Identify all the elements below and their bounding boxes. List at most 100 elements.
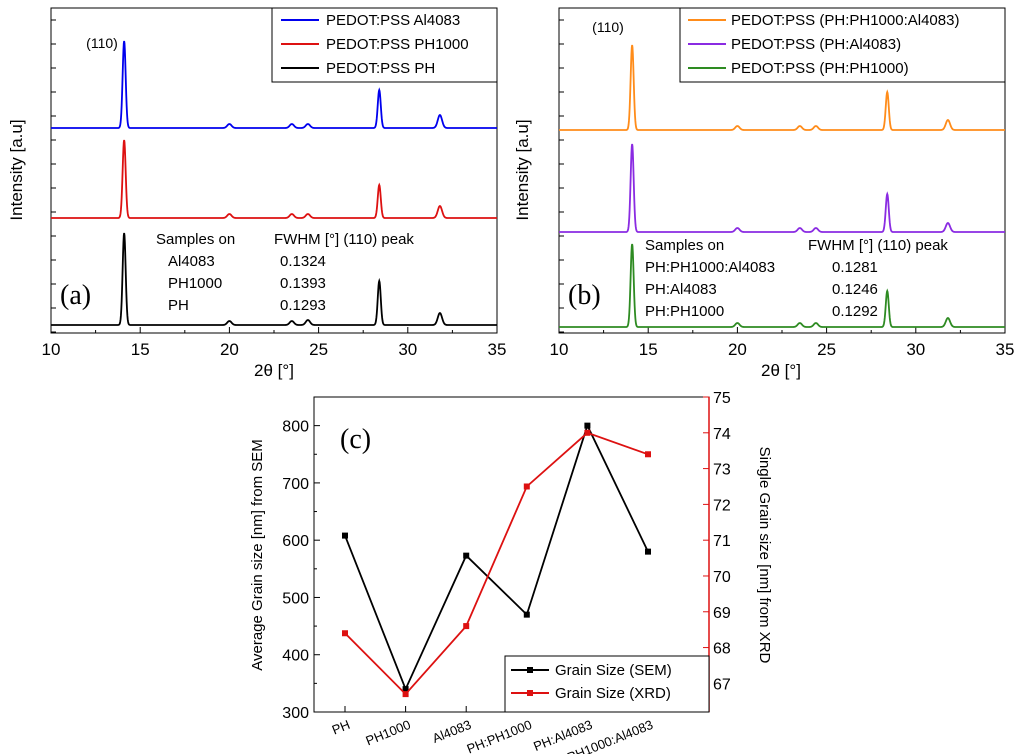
x-tick-label: PH:PH1000	[465, 717, 534, 754]
table-cell: 0.1246	[832, 281, 878, 298]
legend-entry: Grain Size (SEM)	[555, 662, 672, 679]
panel-a-y-axis-ticks	[51, 19, 56, 333]
panel-c-legend-box	[504, 655, 710, 713]
legend-entry: PEDOT:PSS (PH:PH1000)	[731, 60, 909, 77]
x-tick-label: 25	[817, 340, 836, 359]
data-point	[402, 686, 409, 693]
series-line	[559, 243, 1005, 328]
table-cell: 0.1293	[280, 297, 326, 314]
right-y-tick-label: 67	[713, 676, 731, 693]
table-cell: 0.1324	[280, 253, 326, 270]
table-cell: PH	[168, 297, 189, 314]
data-point	[584, 422, 591, 429]
x-tick-label: 20	[728, 340, 747, 359]
series-line	[344, 431, 649, 696]
table-header: Samples on	[156, 231, 235, 248]
panel-a-label: (a)	[60, 280, 91, 311]
legend-marker	[527, 667, 533, 673]
table-header: FWHM [°] (110) peak	[808, 237, 948, 254]
series-line	[51, 232, 497, 326]
table-cell: PH:Al4083	[645, 281, 717, 298]
series-line	[559, 143, 1005, 233]
left-y-tick-label: 700	[282, 476, 309, 493]
right-y-tick-label: 72	[713, 497, 731, 514]
x-tick-label: 35	[488, 340, 507, 359]
legend-entry: PEDOT:PSS PH	[326, 60, 435, 77]
panel-b-legend-box	[679, 7, 1006, 83]
table-header: Samples on	[645, 237, 724, 254]
x-tick-label: 10	[42, 340, 61, 359]
panel-c-right-axis-label: Single Grain size [nm] from XRD	[756, 447, 773, 664]
panel-a-x-axis: 10 15 20 25 30 35	[42, 327, 507, 359]
panel-a-legend: PEDOT:PSS Al4083 PEDOT:PSS PH1000 PEDOT:…	[271, 7, 498, 83]
data-point	[463, 623, 470, 630]
series-line	[344, 423, 649, 692]
panel-a: 10 15 20 25 30 35 Intensity [a.u] 2θ [°] (110…	[7, 7, 507, 380]
table-cell: PH1000	[168, 275, 222, 292]
table-header: FWHM [°] (110) peak	[274, 231, 414, 248]
panel-a-fwhm-table: Samples on FWHM [°] (110) peak Al4083 0.…	[156, 231, 414, 314]
panel-c-left-axis-label: Average Grain size [nm] from SEM	[249, 439, 266, 670]
right-y-tick-label: 71	[713, 533, 731, 550]
panel-b-peak-label: (110)	[592, 19, 624, 35]
x-tick-label: 15	[639, 340, 658, 359]
series-line	[51, 40, 497, 129]
panel-b-fwhm-table: Samples on FWHM [°] (110) peak PH:PH1000…	[645, 237, 948, 320]
legend-entry: PEDOT:PSS (PH:PH1000:Al4083)	[731, 12, 959, 29]
table-cell: 0.1393	[280, 275, 326, 292]
legend-entry: PEDOT:PSS PH1000	[326, 36, 469, 53]
left-y-tick-label: 500	[282, 590, 309, 607]
legend-marker	[527, 690, 533, 696]
x-tick-label: 35	[996, 340, 1015, 359]
panel-b-series	[559, 44, 1005, 328]
legend-entry: PEDOT:PSS (PH:Al4083)	[731, 36, 901, 53]
panel-c: 300 400 500 600 700 800 67 68 69 70 71 72 73 74 75 PH PH…	[249, 390, 773, 754]
left-y-tick-label: 800	[282, 419, 309, 436]
x-tick-label: PH1000	[364, 717, 413, 749]
panel-a-x-axis-label: 2θ [°]	[254, 361, 294, 380]
right-y-tick-label: 75	[713, 390, 731, 407]
panel-a-y-axis-label: Intensity [a.u]	[7, 119, 26, 220]
x-tick-label: 15	[131, 340, 150, 359]
data-point	[645, 548, 651, 555]
right-y-tick-label: 70	[713, 569, 731, 586]
x-tick-label: PH	[330, 717, 352, 738]
panel-b-label: (b)	[568, 280, 601, 311]
legend-entry: PEDOT:PSS Al4083	[326, 12, 460, 29]
x-tick-label: 30	[398, 340, 417, 359]
data-point	[645, 451, 651, 458]
right-y-tick-label: 69	[713, 605, 731, 622]
panel-a-peak-label: (110)	[86, 35, 118, 51]
left-y-tick-label: 600	[282, 533, 309, 550]
data-point	[584, 429, 591, 436]
panel-c-label: (c)	[340, 424, 371, 455]
panel-b-x-axis-label: 2θ [°]	[761, 361, 801, 380]
x-tick-label: 10	[550, 340, 569, 359]
table-cell: 0.1292	[832, 303, 878, 320]
legend-entry: Grain Size (XRD)	[555, 685, 671, 702]
panel-c-series	[342, 422, 651, 698]
data-point	[463, 552, 470, 559]
x-tick-label: 25	[309, 340, 328, 359]
right-y-tick-label: 74	[713, 426, 731, 443]
data-point	[342, 630, 348, 637]
x-tick-label: 30	[906, 340, 925, 359]
data-point	[342, 532, 348, 539]
data-point	[523, 483, 530, 490]
series-line	[559, 44, 1005, 131]
panel-a-series	[51, 40, 497, 326]
panel-b-y-axis-ticks	[559, 19, 564, 333]
panel-c-legend: Grain Size (SEM) Grain Size (XRD)	[504, 655, 710, 713]
table-cell: Al4083	[168, 253, 215, 270]
left-y-tick-label: 400	[282, 648, 309, 665]
table-cell: PH:PH1000	[645, 303, 724, 320]
data-point	[402, 691, 409, 698]
x-tick-label: 20	[220, 340, 239, 359]
right-y-tick-label: 68	[713, 641, 731, 658]
data-point	[523, 611, 530, 618]
right-y-tick-label: 73	[713, 462, 731, 479]
panel-b: 10 15 20 25 30 35 Intensity [a.u] 2θ [°] (110…	[513, 7, 1015, 380]
table-cell: 0.1281	[832, 259, 878, 276]
panel-b-y-axis-label: Intensity [a.u]	[513, 119, 532, 220]
